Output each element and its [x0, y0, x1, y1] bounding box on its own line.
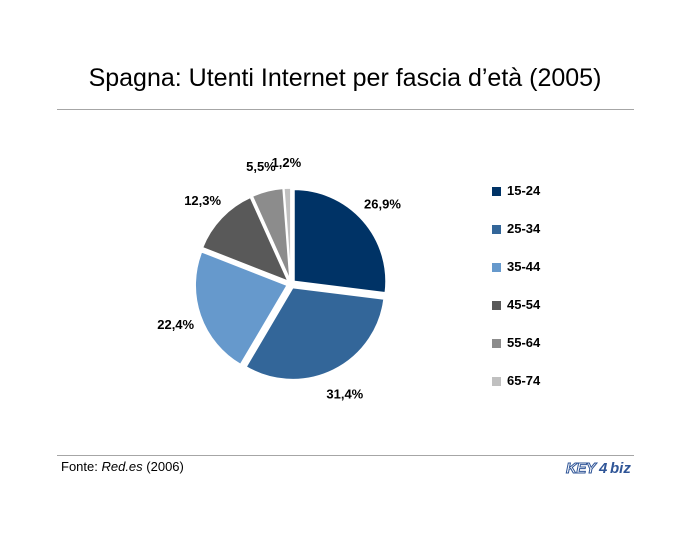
legend-label: 35-44 [507, 259, 541, 274]
legend-item-45-54: 45-54 [492, 297, 540, 335]
logo-biz-text: biz [610, 460, 631, 477]
pie-label-25-34: 31,4% [326, 386, 363, 401]
source-prefix: Fonte: [61, 459, 102, 474]
pie-slice-35-44 [194, 250, 289, 366]
legend-item-15-24: 15-24 [492, 183, 540, 221]
source-name: Red.es [101, 459, 143, 474]
key4biz-logo: KEY 4 biz [565, 458, 638, 480]
pie-slice-55-64 [251, 187, 291, 281]
chart-title: Spagna: Utenti Internet per fascia d’età… [88, 64, 602, 92]
legend-label: 15-24 [507, 183, 541, 198]
legend-label: 65-74 [507, 373, 541, 388]
pie-label-55-64: 5,5% [246, 159, 276, 174]
legend-label: 55-64 [507, 335, 541, 350]
title-divider [57, 109, 634, 110]
pie-slice-45-54 [201, 196, 290, 283]
pie-slice-65-74 [283, 187, 292, 281]
pie-label-65-74: 1,2% [272, 155, 302, 170]
source-suffix: (2006) [142, 459, 184, 474]
legend-item-55-64: 55-64 [492, 335, 540, 373]
logo-key-text: KEY [565, 460, 596, 478]
pie-slice-25-34 [245, 286, 385, 381]
legend-item-65-74: 65-74 [492, 373, 540, 411]
legend-item-35-44: 35-44 [492, 259, 540, 297]
logo-four-text: 4 [599, 460, 608, 477]
legend-label: 45-54 [507, 297, 541, 312]
legend-swatch [492, 187, 501, 196]
pie-slice-15-24 [293, 188, 387, 294]
pie-label-15-24: 26,9% [364, 196, 401, 211]
pie-label-35-44: 22,4% [157, 317, 194, 332]
legend-label: 25-34 [507, 221, 541, 236]
legend-swatch [492, 377, 501, 386]
pie-label-45-54: 12,3% [184, 193, 221, 208]
legend-swatch [492, 225, 501, 234]
legend-item-25-34: 25-34 [492, 221, 540, 259]
footer-divider [57, 455, 634, 456]
source-note: Fonte: Red.es (2006) [61, 459, 184, 474]
legend: 15-24 25-34 35-44 45-54 55-64 65-74 [492, 183, 540, 411]
legend-swatch [492, 263, 501, 272]
legend-swatch [492, 301, 501, 310]
legend-swatch [492, 339, 501, 348]
